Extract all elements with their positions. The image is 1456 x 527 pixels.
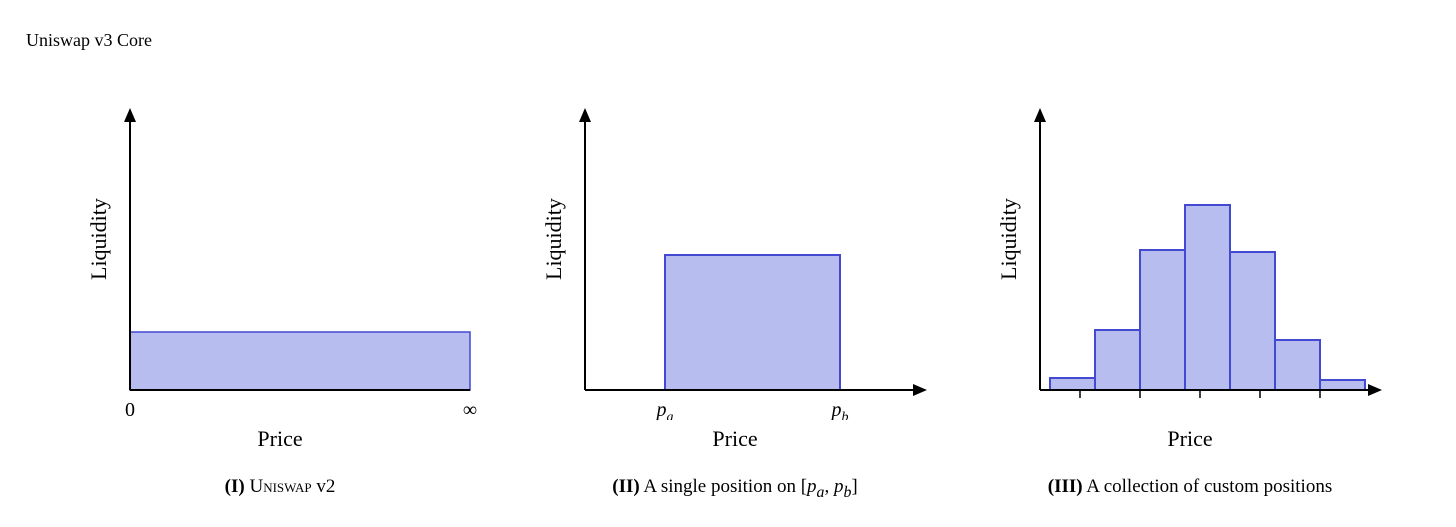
document-title: Uniswap v3 Core <box>26 30 152 51</box>
svg-text:0: 0 <box>125 399 135 420</box>
svg-text:Liquidity: Liquidity <box>996 198 1021 280</box>
x-axis-label-1: Price <box>257 426 302 452</box>
x-axis-label-3: Price <box>1167 426 1212 452</box>
svg-text:Liquidity: Liquidity <box>86 198 111 280</box>
panel-row: 0 ∞ Liquidity Price (I) Uniswap v2 pa pb Liq… <box>75 90 1395 502</box>
svg-text:pb: pb <box>830 399 849 420</box>
svg-text:∞: ∞ <box>463 399 477 420</box>
x-axis-label-2: Price <box>712 426 757 452</box>
chart-2-svg: pa pb Liquidity <box>530 90 940 420</box>
caption-3: (III) A collection of custom positions <box>1048 476 1332 498</box>
chart-1: 0 ∞ Liquidity <box>75 90 485 420</box>
svg-text:pa: pa <box>655 399 674 420</box>
panel-1: 0 ∞ Liquidity Price (I) Uniswap v2 <box>75 90 485 502</box>
chart-2: pa pb Liquidity <box>530 90 940 420</box>
chart-3: Liquidity <box>985 90 1395 420</box>
svg-text:Liquidity: Liquidity <box>541 198 566 280</box>
page-root: Uniswap v3 Core 0 ∞ Liquidity Price (I) Un… <box>0 0 1456 527</box>
caption-2: (II) A single position on [pa, pb] <box>612 476 857 502</box>
caption-1: (I) Uniswap v2 <box>225 476 336 498</box>
panel-2: pa pb Liquidity Price (II) A single positi… <box>530 90 940 502</box>
panel-3: Liquidity Price (III) A collection of cu… <box>985 90 1395 502</box>
chart-3-svg: Liquidity <box>985 90 1395 420</box>
chart-1-svg: 0 ∞ Liquidity <box>75 90 485 420</box>
